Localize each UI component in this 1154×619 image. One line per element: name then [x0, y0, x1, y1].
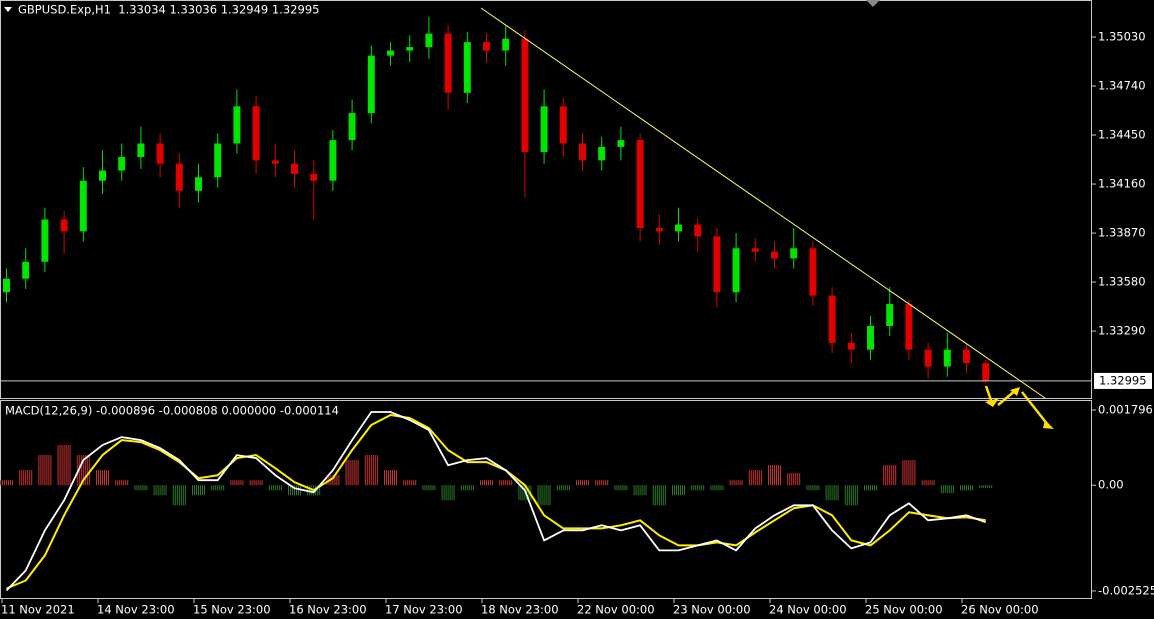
candle-body: [828, 295, 836, 343]
arrow-heads: [985, 387, 1054, 429]
candle-body: [463, 42, 471, 93]
candle-body: [732, 248, 740, 293]
x-tick-label: 25 Nov 00:00: [865, 603, 943, 617]
candle-body: [60, 219, 68, 232]
candle-body: [598, 146, 606, 161]
y-tick-label: 1.34740: [1098, 79, 1146, 93]
current-price-box: [1094, 372, 1152, 389]
candle-body: [387, 50, 394, 56]
candle-body: [617, 140, 625, 147]
shift-marker: [866, 0, 880, 7]
candle-body: [867, 326, 874, 350]
candle-body: [963, 349, 970, 364]
x-tick-label: 18 Nov 23:00: [481, 603, 559, 617]
candle-body: [847, 342, 855, 350]
x-tick-label: 14 Nov 23:00: [97, 603, 175, 617]
macd-line: [5, 411, 987, 592]
candle-body: [675, 224, 682, 232]
candle-body: [982, 363, 990, 381]
x-tick-label: 26 Nov 00:00: [961, 603, 1039, 617]
x-tick-label: 15 Nov 23:00: [193, 603, 271, 617]
candle-body: [348, 113, 356, 141]
x-tick-label: 23 Nov 00:00: [673, 603, 751, 617]
y-tick-label: 0.00: [1098, 478, 1124, 492]
candle-body: [540, 106, 548, 152]
candle-body: [559, 106, 567, 144]
candle-body: [156, 143, 164, 164]
menu-triangle[interactable]: [4, 7, 12, 12]
candle-body: [694, 224, 702, 237]
candle-body: [367, 55, 375, 114]
candle-body: [905, 304, 913, 350]
candle-body: [329, 140, 337, 181]
signal-line: [6, 414, 986, 590]
candle-body: [22, 261, 30, 279]
macd-title: MACD(12,26,9) -0.000896 -0.000808 0.0000…: [5, 404, 339, 418]
candle-body: [310, 173, 318, 181]
candle-body: [233, 106, 241, 144]
candle-body: [809, 248, 817, 296]
plot: 1.35030 1.34740 1.34450 1.34160 1.33870 1.335…: [0, 16, 1154, 617]
candle-body: [271, 160, 279, 164]
x-tick-label: 22 Nov 00:00: [577, 603, 655, 617]
x-tick-label: 17 Nov 23:00: [385, 603, 463, 617]
candle-body: [252, 106, 260, 161]
candle-body: [579, 143, 586, 161]
candle-body: [886, 304, 894, 327]
candle-body: [521, 38, 529, 152]
candle-body: [406, 47, 414, 51]
price-pane-border: [0, 0, 1092, 399]
candle-body: [214, 143, 222, 178]
candle-body: [175, 163, 183, 191]
candle-body: [291, 163, 298, 174]
current-price-label: 1.32995: [1099, 373, 1147, 387]
candle-body: [771, 251, 778, 259]
candle-body: [655, 227, 663, 232]
x-tick-label: 16 Nov 23:00: [289, 603, 367, 617]
y-tick-label: -0.002525: [1098, 583, 1154, 597]
price-title: GBPUSD.Exp,H1 1.33034 1.33036 1.32949 1.…: [18, 3, 319, 17]
x-tick-label: 24 Nov 00:00: [769, 603, 847, 617]
y-tick-label: 1.34160: [1098, 177, 1146, 191]
candle-body: [713, 236, 721, 293]
y-tick-label: 1.33580: [1098, 275, 1146, 289]
candle-body: [502, 38, 510, 51]
candle-body: [3, 278, 10, 293]
y-tick-label: 1.35030: [1098, 30, 1146, 44]
y-tick-label: 0.001796: [1098, 403, 1153, 417]
candle-body: [751, 248, 759, 252]
candle-body: [943, 349, 951, 367]
candle-body: [195, 177, 202, 191]
trend-line: [480, 7, 1046, 399]
y-tick-label: 1.33870: [1098, 226, 1146, 240]
x-tick-label: 11 Nov 2021: [1, 603, 75, 617]
candle-body: [924, 349, 932, 367]
macd-pane-border: [0, 400, 1092, 599]
candle-body: [118, 157, 126, 171]
candle-body: [483, 42, 490, 51]
candle-body: [79, 180, 87, 232]
candle-body: [636, 140, 644, 228]
candle-body: [41, 219, 49, 262]
candle-body: [790, 248, 798, 259]
candle-body: [137, 143, 145, 158]
candle-body: [444, 33, 452, 93]
y-tick-label: 1.34450: [1098, 128, 1146, 142]
y-tick-label: 1.33290: [1098, 324, 1146, 338]
candle-body: [425, 33, 433, 48]
candle-body: [99, 170, 106, 181]
